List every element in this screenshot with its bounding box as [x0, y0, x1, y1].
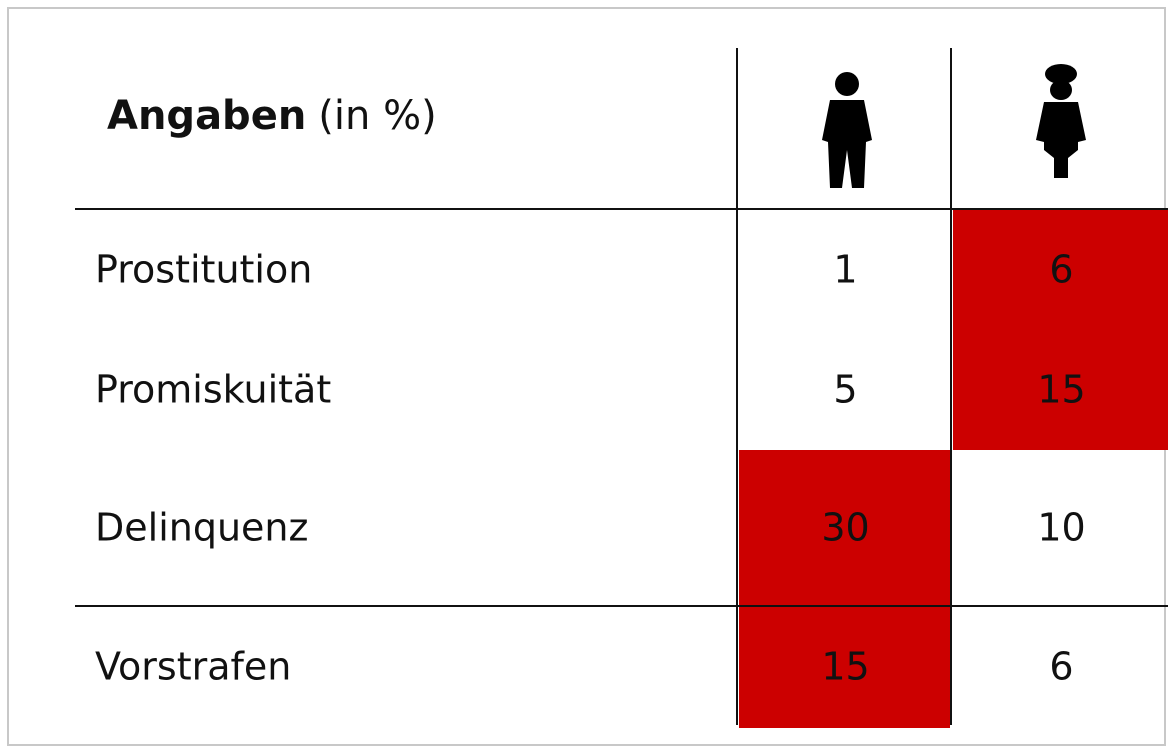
- highlight-cell: [953, 210, 1168, 330]
- cell-value: 15: [1037, 368, 1085, 412]
- table-title: Angaben (in %): [107, 93, 437, 139]
- highlight-cell: [739, 606, 950, 728]
- cell-backgrounds: [739, 210, 1168, 728]
- row-label: Vorstrafen: [95, 645, 291, 689]
- cell-value: 1: [833, 248, 857, 292]
- highlight-cell: [739, 450, 950, 606]
- cell-value: 6: [1049, 645, 1073, 689]
- cell-value: 10: [1037, 506, 1085, 550]
- cell-value: 30: [821, 506, 869, 550]
- title-bold: Angaben: [107, 93, 306, 139]
- table-body: Prostitution 1 6 Promiskuität 5 15 Delinquenz 3…: [95, 248, 1086, 689]
- cell-value: 6: [1049, 248, 1073, 292]
- cell-value: 5: [833, 368, 857, 412]
- row-label: Prostitution: [95, 248, 312, 292]
- title-rest: (in %): [318, 93, 436, 139]
- cell-value: 15: [821, 645, 869, 689]
- highlight-cell: [953, 330, 1168, 450]
- row-label: Delinquenz: [95, 506, 308, 550]
- male-icon: [822, 72, 872, 188]
- female-icon: [1036, 64, 1086, 178]
- row-label: Promiskuität: [95, 368, 331, 412]
